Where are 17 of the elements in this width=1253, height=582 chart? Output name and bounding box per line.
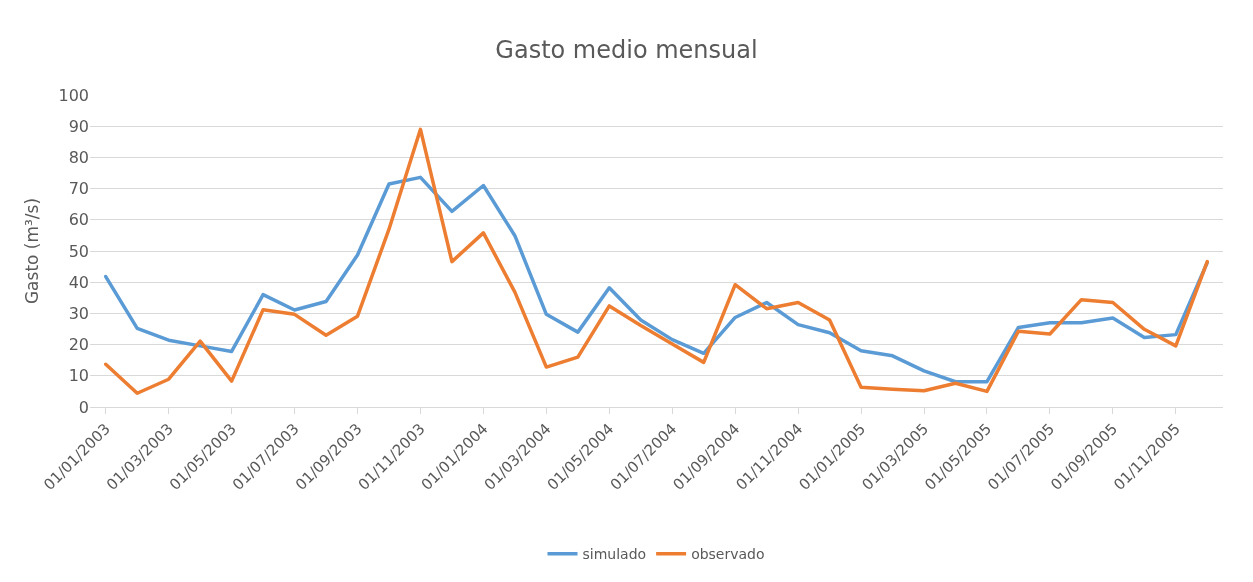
y-axis-title: Gasto (m³/s) <box>22 197 42 305</box>
y-tick-label: 10 <box>68 366 89 386</box>
y-tick-label: 90 <box>68 116 89 136</box>
legend-label: observado <box>691 546 765 563</box>
y-tick-label: 80 <box>68 148 89 167</box>
y-tick-label: 0 <box>78 397 89 417</box>
line-series <box>103 127 1210 396</box>
y-tick-label: 70 <box>68 179 89 199</box>
y-tick-label: 50 <box>68 241 89 261</box>
legend-label: simulado <box>582 546 647 563</box>
y-tick-label: 60 <box>68 210 89 230</box>
chart-title: Gasto medio mensual <box>495 35 758 64</box>
y-tick-label: 20 <box>68 335 89 355</box>
y-tick-label: 30 <box>68 304 89 323</box>
y-tick-label: 40 <box>68 272 89 292</box>
line-series <box>103 175 1210 384</box>
y-tick-label: 100 <box>58 85 89 105</box>
